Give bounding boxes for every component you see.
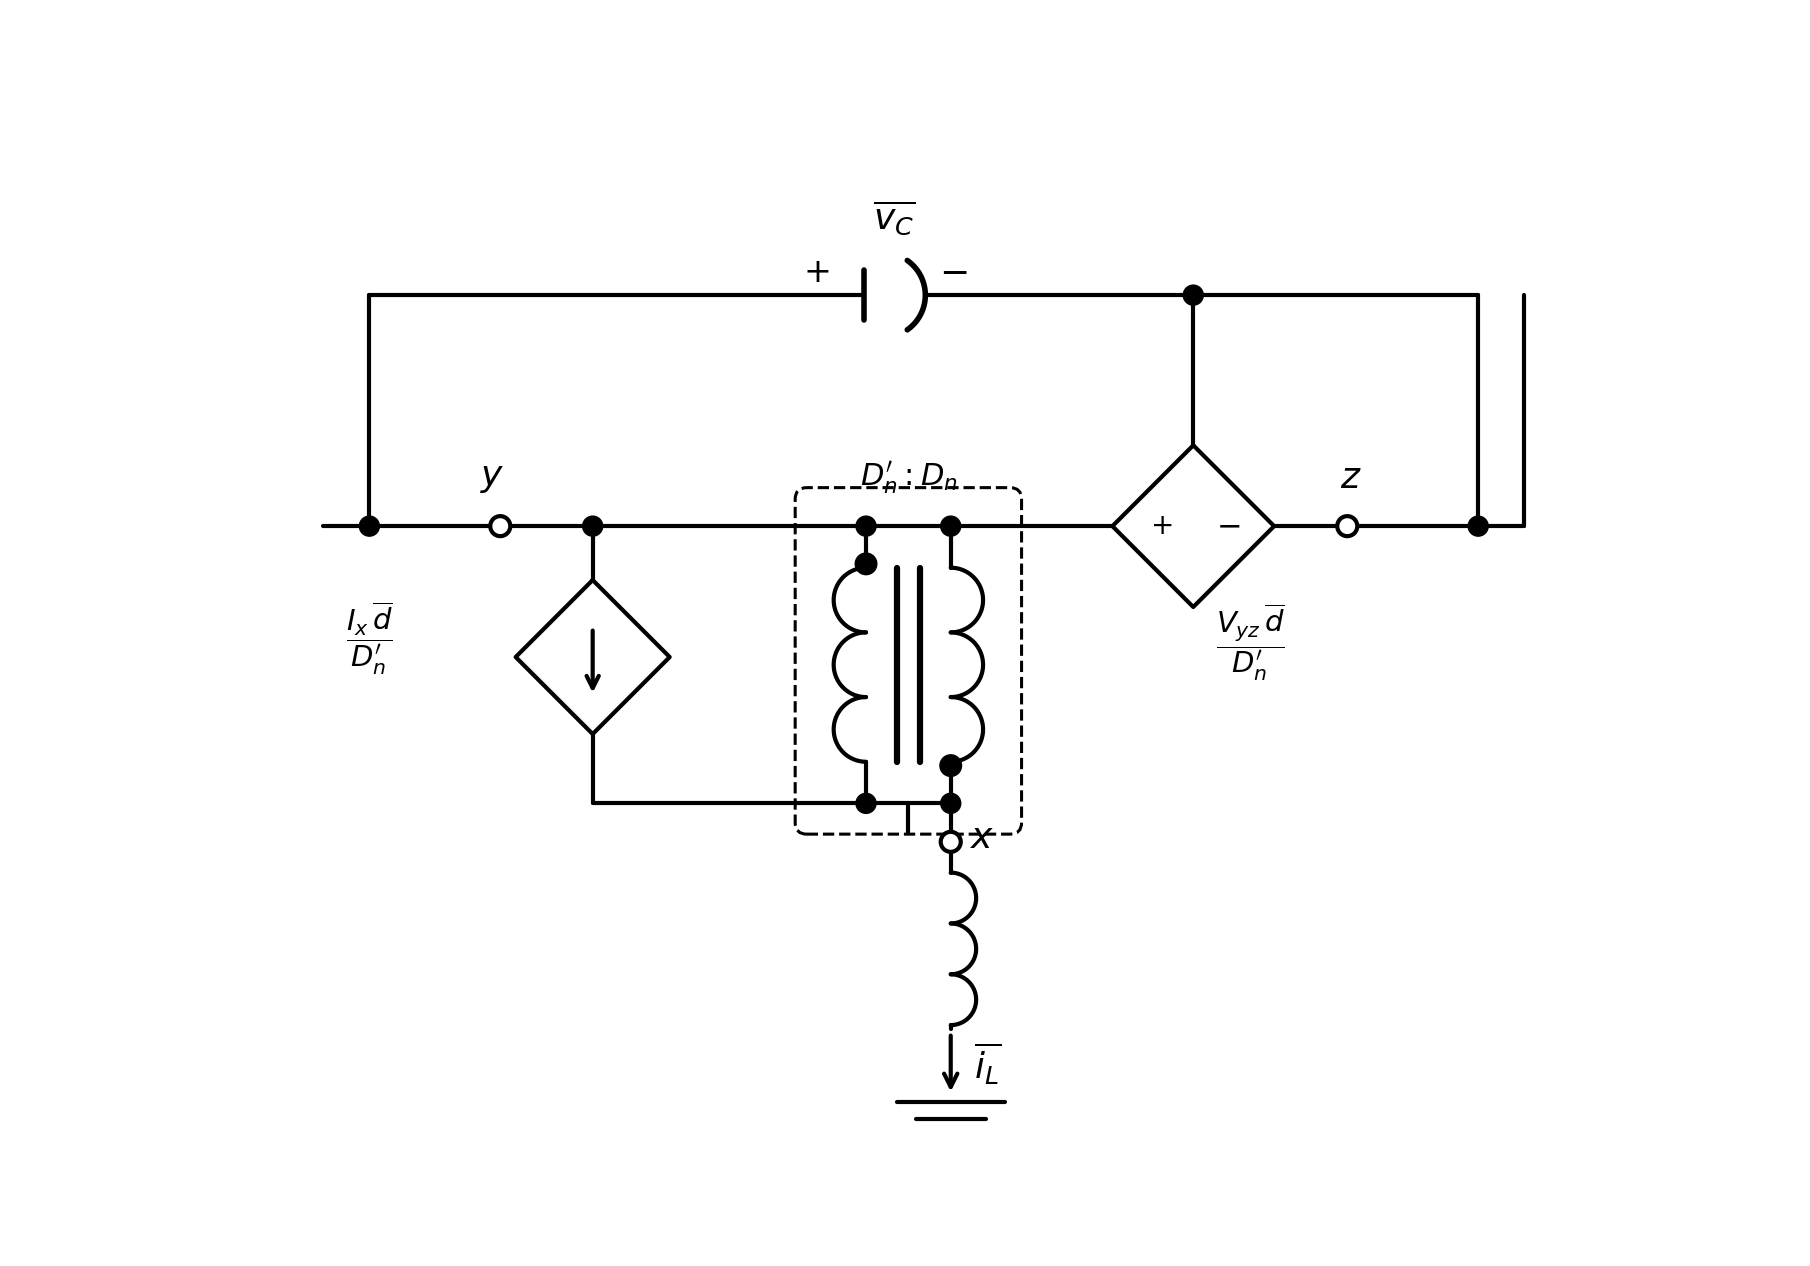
Circle shape [856,794,876,813]
Text: $-$: $-$ [1216,511,1240,541]
Circle shape [941,832,961,852]
Text: $x$: $x$ [970,820,994,855]
Text: $\dfrac{I_x\,\overline{d}}{D_n^{\prime}}$: $\dfrac{I_x\,\overline{d}}{D_n^{\prime}}… [346,599,393,676]
Circle shape [941,794,961,813]
Text: $D_n^{\prime}:D_n$: $D_n^{\prime}:D_n$ [860,460,957,496]
Circle shape [360,517,380,536]
Text: $\overline{v_C}$: $\overline{v_C}$ [874,199,916,238]
Circle shape [856,517,876,536]
Text: $-$: $-$ [939,254,967,289]
Text: $+$: $+$ [804,256,829,289]
Circle shape [1468,517,1488,536]
Circle shape [583,517,603,536]
Circle shape [941,517,961,536]
Circle shape [491,517,510,536]
Text: $z$: $z$ [1339,461,1361,495]
Text: $+$: $+$ [1149,513,1173,541]
Text: $\dfrac{V_{yz}\,\overline{d}}{D_n^{\prime}}$: $\dfrac{V_{yz}\,\overline{d}}{D_n^{\prim… [1216,601,1285,682]
Circle shape [939,755,961,776]
Circle shape [856,553,876,575]
Circle shape [1184,285,1204,305]
Circle shape [1338,517,1358,536]
Text: $\overline{i_L}$: $\overline{i_L}$ [974,1041,1001,1087]
Text: $y$: $y$ [480,461,505,495]
